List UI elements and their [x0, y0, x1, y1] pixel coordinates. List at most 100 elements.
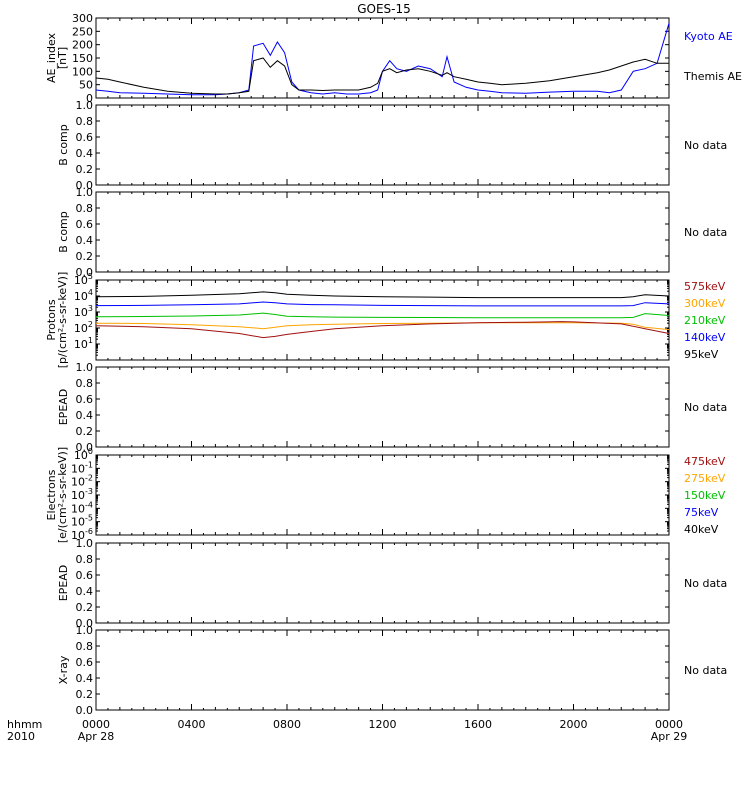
legend-label: 95keV	[684, 348, 719, 361]
series-line-themis-ae	[95, 57, 669, 95]
y-tick-label: 0.6	[76, 218, 94, 231]
y-tick-label: 0.8	[76, 377, 94, 390]
series-line-300kev	[95, 322, 670, 331]
y-tick-label: 10-6	[71, 527, 93, 542]
y-tick-label: 0.0	[76, 617, 94, 630]
x-date-label: Apr 28	[78, 730, 115, 743]
y-tick-label: 101	[74, 336, 93, 351]
y-tick-label: 0.4	[76, 672, 94, 685]
x-tick-label: 0000	[655, 718, 683, 731]
y-tick-label: 10-3	[71, 487, 93, 502]
x-date-label: Apr 29	[651, 730, 688, 743]
series-line-575kev	[95, 321, 670, 339]
y-axis-label: B comp	[57, 211, 70, 253]
y-tick-label: 104	[74, 288, 93, 303]
y-tick-label: 0.2	[76, 601, 94, 614]
y-axis-label: Protons	[45, 299, 58, 340]
y-tick-label: 1.0	[76, 99, 94, 112]
legend-label: 140keV	[684, 331, 726, 344]
y-axis-label: B comp	[57, 124, 70, 166]
y-axis-label: Electrons	[45, 469, 58, 520]
y-axis-label: [nT]	[56, 47, 69, 69]
y-tick-label: 0.8	[76, 202, 94, 215]
y-tick-label: 200	[72, 39, 93, 52]
panel-epead1: 0.0 0.2 0.4 0.6 0.8 1.0 EPEAD No data	[57, 361, 727, 454]
y-tick-label: 300	[72, 12, 93, 25]
y-tick-label: 10-1	[71, 460, 93, 475]
panel-frame	[95, 542, 670, 624]
panel-frame	[95, 191, 670, 273]
y-tick-label: 103	[74, 304, 93, 319]
y-tick-label: 1.0	[76, 186, 94, 199]
y-tick-label: 1.0	[76, 361, 94, 374]
panel-frame	[95, 279, 670, 361]
y-tick-label: 150	[72, 52, 93, 65]
legend-label: 275keV	[684, 472, 726, 485]
y-tick-label: 10-4	[71, 500, 93, 515]
x-tick-label: 2000	[560, 718, 588, 731]
y-tick-label: 250	[72, 25, 93, 38]
y-tick-label: 0.8	[76, 640, 94, 653]
y-tick-label: 102	[74, 320, 93, 335]
y-axis-label: EPEAD	[57, 565, 70, 602]
y-tick-label: 0.4	[76, 409, 94, 422]
panel-frame	[95, 629, 670, 711]
y-tick-label: 1.0	[76, 537, 94, 550]
y-tick-label: 0	[86, 92, 93, 105]
panel-xray: 0.0 0.2 0.4 0.6 0.8 1.0 X-ray No data	[57, 624, 727, 717]
legend-label: 75keV	[684, 506, 719, 519]
y-tick-label: 0.6	[76, 393, 94, 406]
legend-label: Kyoto AE	[684, 30, 733, 43]
panel-epead2: 0.0 0.2 0.4 0.6 0.8 1.0 EPEAD No data	[57, 537, 727, 630]
y-tick-label: 10-5	[71, 514, 93, 529]
y-tick-label: 0.8	[76, 115, 94, 128]
legend-label: 575keV	[684, 280, 726, 293]
legend-label: 40keV	[684, 523, 719, 536]
y-tick-label: 0.2	[76, 688, 94, 701]
time-axis-label-year: 2010	[7, 730, 35, 743]
y-tick-label: 0.2	[76, 163, 94, 176]
y-tick-label: 0.6	[76, 656, 94, 669]
y-tick-label: 0.6	[76, 131, 94, 144]
x-tick-label: 0800	[273, 718, 301, 731]
y-tick-label: 0.0	[76, 704, 94, 717]
panel-b1: 0.0 0.2 0.4 0.6 0.8 1.0 B comp No data	[57, 99, 727, 192]
y-tick-label: 0.4	[76, 234, 94, 247]
x-tick-label: 1200	[369, 718, 397, 731]
y-tick-label: 0.0	[76, 441, 94, 454]
y-tick-label: 100	[74, 447, 93, 462]
legend-label: 475keV	[684, 455, 726, 468]
y-axis-label: [p/(cm²-s-sr-keV)]	[56, 272, 69, 369]
legend-label: No data	[684, 139, 727, 152]
series-line-140kev	[95, 301, 670, 307]
legend-label: No data	[684, 664, 727, 677]
legend-label: 210keV	[684, 314, 726, 327]
y-tick-label: 0.4	[76, 585, 94, 598]
plot-title: GOES-15	[357, 2, 411, 16]
y-tick-label: 100	[72, 65, 93, 78]
time-axis-label-hhmm: hhmm	[7, 718, 42, 731]
series-line-95kev	[95, 291, 670, 299]
y-tick-label: 0.0	[76, 266, 94, 279]
y-tick-label: 0.4	[76, 147, 94, 160]
y-tick-label: 0.0	[76, 179, 94, 192]
y-axis-label: X-ray	[57, 655, 70, 684]
panel-b2: 0.0 0.2 0.4 0.6 0.8 1.0 B comp No data	[57, 186, 727, 279]
legend-label: 150keV	[684, 489, 726, 502]
y-tick-label: 0.8	[76, 553, 94, 566]
legend-label: No data	[684, 401, 727, 414]
panel-frame	[95, 17, 670, 99]
y-tick-label: 0.2	[76, 425, 94, 438]
legend-label: Themis AE	[683, 70, 742, 83]
x-tick-label: 0000	[82, 718, 110, 731]
legend-label: 300keV	[684, 297, 726, 310]
y-tick-label: 105	[74, 272, 93, 287]
y-tick-label: 0.2	[76, 250, 94, 263]
legend-label: No data	[684, 577, 727, 590]
panel-frame	[95, 366, 670, 448]
